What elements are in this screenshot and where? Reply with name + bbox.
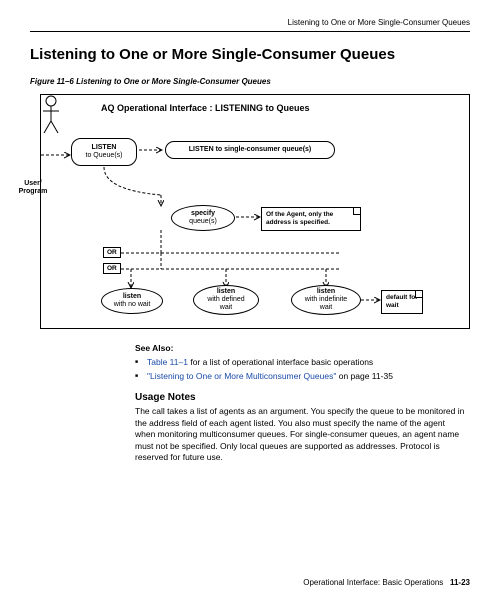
flow-diagram: AQ Operational Interface : LISTENING to … (40, 94, 470, 329)
agent-note: Of the Agent, only the address is specif… (261, 207, 361, 231)
see-also-heading: See Also: (135, 343, 470, 353)
header-rule (30, 31, 470, 32)
see-also-section: See Also: Table 11–1 for a list of opera… (135, 343, 470, 382)
listen-indef: listenwith indefinite wait (291, 285, 361, 315)
usage-notes: Usage Notes The call takes a list of age… (135, 392, 465, 463)
listen-defined: listenwith defined wait (193, 285, 259, 315)
or-label-2: OR (103, 263, 121, 274)
default-note: default for wait (381, 290, 423, 314)
listen-nowait: listenwith no wait (101, 288, 163, 314)
running-header: Listening to One or More Single-Consumer… (30, 18, 470, 27)
see-also-item: "Listening to One or More Multiconsumer … (135, 371, 470, 382)
specify-ellipse: specifyqueue(s) (171, 205, 235, 231)
see-also-item: Table 11–1 for a list of operational int… (135, 357, 470, 368)
or-label-1: OR (103, 247, 121, 258)
page-footer: Operational Interface: Basic Operations … (303, 578, 470, 587)
listen-box: LISTENto Queue(s) (71, 138, 137, 166)
usage-body: The call takes a list of agents as an ar… (135, 406, 465, 463)
figure-caption: Figure 11–6 Listening to One or More Sin… (30, 77, 470, 86)
page-title: Listening to One or More Single-Consumer… (30, 46, 470, 63)
link-multiconsumer[interactable]: "Listening to One or More Multiconsumer … (147, 371, 336, 381)
link-table[interactable]: Table 11–1 (147, 357, 188, 367)
single-consumer-box: LISTEN to single-consumer queue(s) (165, 141, 335, 159)
usage-heading: Usage Notes (135, 392, 465, 403)
